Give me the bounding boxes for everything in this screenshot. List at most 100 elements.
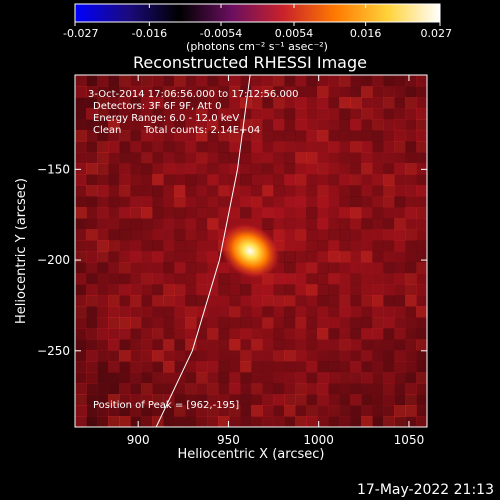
texture-cell [152,339,164,351]
texture-cell [141,174,153,186]
texture-cell [163,185,175,197]
texture-cell [405,361,417,373]
texture-cell [196,119,208,131]
texture-cell [350,295,362,307]
texture-cell [218,119,230,131]
texture-cell [405,405,417,417]
texture-cell [141,273,153,285]
texture-cell [86,196,98,208]
texture-cell [240,350,252,362]
texture-cell [229,339,241,351]
texture-cell [196,350,208,362]
texture-cell [350,185,362,197]
texture-cell [97,262,109,274]
texture-cell [152,207,164,219]
texture-cell [218,130,230,142]
texture-cell [97,141,109,153]
texture-cell [108,339,120,351]
texture-cell [185,229,197,241]
texture-cell [141,328,153,340]
texture-cell [119,207,131,219]
texture-cell [251,416,263,427]
texture-cell [295,130,307,142]
texture-cell [108,229,120,241]
texture-cell [119,108,131,120]
texture-cell [416,328,427,340]
texture-cell [240,361,252,373]
texture-cell [262,218,274,230]
x-tick-label: 950 [217,433,240,447]
colorbar-tick-label: -0.0054 [200,27,242,40]
texture-cell [306,174,318,186]
texture-cell [317,295,329,307]
texture-cell [306,75,318,87]
texture-cell [317,163,329,175]
texture-cell [229,86,241,98]
texture-cell [317,273,329,285]
texture-cell [405,86,417,98]
texture-cell [306,383,318,395]
texture-cell [119,163,131,175]
texture-cell [317,218,329,230]
texture-cell [207,394,219,406]
texture-cell [251,383,263,395]
texture-cell [86,251,98,263]
texture-cell [119,416,131,427]
texture-cell [328,86,340,98]
texture-cell [141,361,153,373]
texture-cell [317,383,329,395]
texture-cell [251,339,263,351]
texture-cell [207,240,219,252]
texture-cell [317,97,329,109]
texture-cell [86,372,98,384]
texture-cell [152,97,164,109]
texture-cell [152,130,164,142]
texture-cell [262,75,274,87]
texture-cell [350,394,362,406]
texture-cell [295,163,307,175]
texture-cell [372,295,384,307]
texture-cell [405,97,417,109]
texture-cell [185,240,197,252]
texture-cell [284,284,296,296]
texture-cell [394,75,406,87]
texture-cell [262,108,274,120]
texture-cell [339,97,351,109]
texture-cell [295,108,307,120]
texture-cell [306,185,318,197]
texture-cell [416,251,427,263]
y-tick-label: −250 [37,344,70,358]
texture-cell [141,394,153,406]
texture-cell [196,306,208,318]
texture-cell [174,75,186,87]
texture-cell [306,328,318,340]
texture-cell [394,119,406,131]
texture-cell [163,306,175,318]
texture-cell [350,372,362,384]
texture-cell [317,361,329,373]
texture-cell [372,97,384,109]
texture-cell [229,141,241,153]
texture-cell [394,317,406,329]
texture-cell [240,207,252,219]
texture-cell [75,273,87,285]
texture-cell [130,130,142,142]
texture-cell [394,328,406,340]
texture-cell [229,350,241,362]
texture-cell [284,141,296,153]
texture-cell [383,108,395,120]
texture-cell [130,317,142,329]
texture-cell [97,86,109,98]
texture-cell [251,152,263,164]
texture-cell [196,251,208,263]
texture-cell [372,152,384,164]
texture-cell [339,240,351,252]
texture-cell [196,75,208,87]
texture-cell [405,295,417,307]
texture-cell [196,284,208,296]
texture-cell [284,97,296,109]
texture-cell [416,372,427,384]
texture-cell [328,240,340,252]
texture-cell [86,152,98,164]
texture-cell [141,284,153,296]
